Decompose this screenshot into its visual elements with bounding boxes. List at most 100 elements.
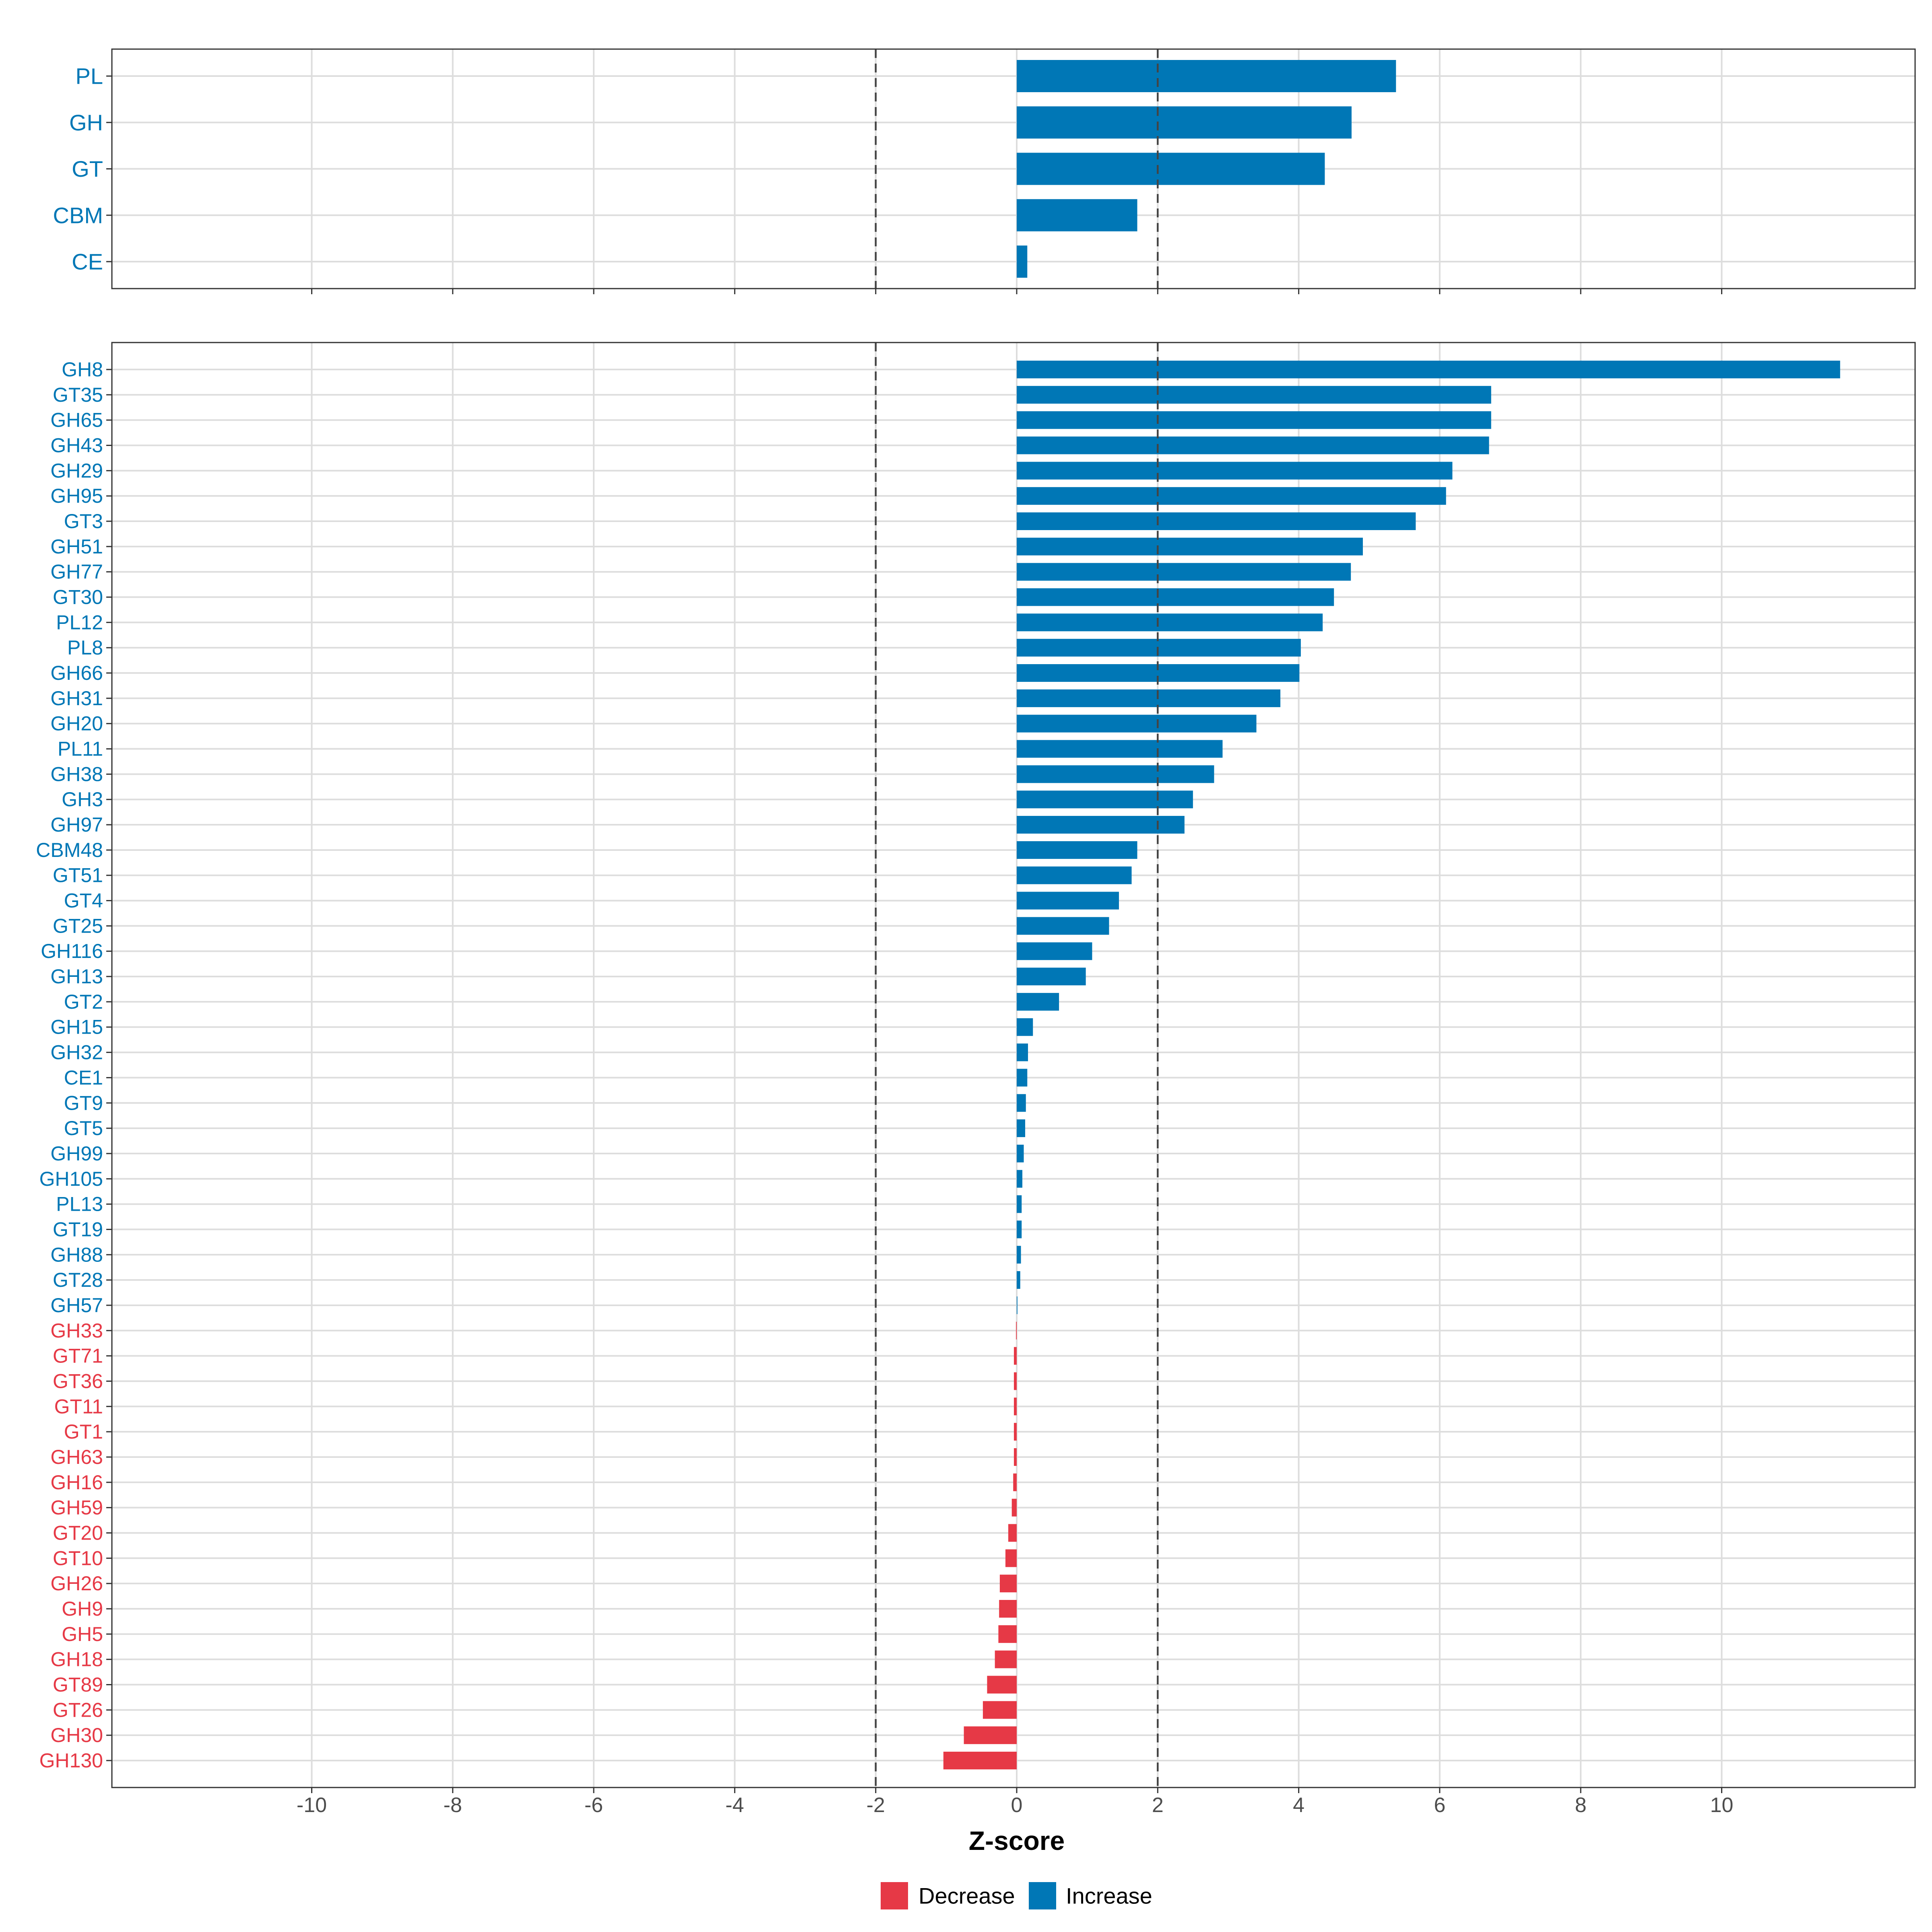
bar-gt11 [1013, 1397, 1017, 1416]
category-label: GT9 [64, 1092, 103, 1114]
category-label: GH99 [50, 1142, 103, 1165]
bar-pl [1017, 60, 1396, 92]
category-label: GT5 [64, 1117, 103, 1139]
bar-gh43 [1017, 436, 1489, 454]
category-label: GH16 [50, 1471, 103, 1494]
bar-gh38 [1017, 765, 1214, 783]
category-label: GH3 [62, 788, 103, 811]
bar-gh [1017, 106, 1352, 139]
bar-gt51 [1017, 866, 1132, 884]
bar-gh57 [1017, 1296, 1018, 1314]
category-label: GH8 [62, 358, 103, 381]
category-label: GH13 [50, 965, 103, 988]
category-label: GT26 [53, 1699, 103, 1721]
category-label: GT11 [54, 1395, 103, 1418]
category-label: GH63 [50, 1446, 103, 1468]
bar-gt10 [1005, 1549, 1017, 1567]
bar-gh9 [999, 1600, 1017, 1618]
x-axis: -10 -8 -6 -4 -2 0 2 4 6 8 10 [297, 1794, 1734, 1817]
category-label: PL8 [67, 636, 103, 659]
bar-gt3 [1017, 512, 1416, 530]
bar-gt30 [1017, 588, 1334, 606]
category-label: GH116 [41, 940, 103, 962]
category-label: GH30 [50, 1724, 103, 1746]
bar-gh15 [1017, 1018, 1033, 1036]
category-label: GH9 [62, 1598, 103, 1620]
bar-cbm [1017, 199, 1137, 231]
x-tick-label: -2 [867, 1794, 885, 1817]
bar-gh32 [1017, 1043, 1028, 1061]
category-label: GH130 [39, 1749, 103, 1772]
category-label: GH26 [50, 1572, 103, 1595]
bar-gt9 [1017, 1094, 1026, 1112]
bar-gt [1017, 153, 1325, 185]
bar-gh18 [995, 1650, 1017, 1668]
category-label: GT2 [64, 991, 103, 1013]
category-label: PL11 [58, 738, 103, 760]
bar-gh99 [1017, 1144, 1024, 1162]
category-label: GT [72, 156, 103, 182]
bar-gh13 [1017, 968, 1086, 986]
category-label: GH20 [50, 712, 103, 735]
x-tick-label: -4 [725, 1794, 744, 1817]
panel-frame [111, 342, 1916, 1788]
category-label: GH15 [50, 1016, 103, 1038]
category-label: GT25 [53, 914, 103, 937]
category-label: PL [76, 64, 103, 89]
bottom-panel: GH8GT35GH65GH43GH29GH95GT3GH51GH77GT30PL… [36, 342, 1916, 1793]
category-label: GH51 [50, 535, 103, 558]
category-label: CBM [53, 202, 103, 228]
bar-gh105 [1017, 1170, 1023, 1188]
bar-gt89 [987, 1676, 1017, 1694]
bar-gh20 [1017, 714, 1257, 733]
category-label: GT1 [64, 1420, 103, 1443]
category-label: GH33 [50, 1319, 103, 1342]
category-label: GT3 [64, 510, 103, 533]
bar-gh88 [1017, 1246, 1021, 1264]
bar-gh77 [1017, 563, 1351, 581]
bar-gt35 [1017, 386, 1491, 404]
category-label: GT19 [53, 1218, 103, 1241]
bar-gh63 [1013, 1448, 1017, 1466]
bar-gh97 [1017, 816, 1185, 834]
category-label: GH [69, 110, 103, 135]
x-tick-label: 2 [1152, 1794, 1164, 1817]
bar-gt19 [1017, 1220, 1022, 1238]
bar-gt5 [1017, 1119, 1026, 1137]
bar-gh51 [1017, 537, 1363, 555]
bar-gh130 [943, 1752, 1017, 1769]
category-label: GH32 [50, 1041, 103, 1064]
category-label: GT89 [53, 1673, 103, 1696]
category-label: GT35 [53, 384, 103, 406]
x-tick-label: -6 [584, 1794, 603, 1817]
bar-gh5 [998, 1625, 1017, 1643]
category-label: GH5 [62, 1623, 103, 1645]
bar-ce1 [1017, 1069, 1028, 1087]
bar-gh33 [1016, 1321, 1017, 1340]
bar-gh30 [964, 1726, 1017, 1744]
category-label: CE [72, 249, 103, 275]
category-label: GH31 [50, 687, 103, 710]
category-label: GH105 [39, 1168, 103, 1190]
bar-gh8 [1017, 361, 1840, 378]
category-label: GT28 [53, 1269, 103, 1291]
bar-gt28 [1017, 1271, 1020, 1289]
bar-gt4 [1017, 892, 1119, 910]
category-label: GH43 [50, 434, 103, 457]
bar-pl12 [1017, 613, 1323, 632]
x-tick-label: 8 [1575, 1794, 1587, 1817]
top-panel: PL GH GT CBM CE [53, 48, 1916, 294]
category-label: GH29 [50, 459, 103, 482]
bar-gh29 [1017, 462, 1453, 480]
bar-gh16 [1013, 1473, 1017, 1491]
category-label: GT51 [53, 864, 103, 887]
category-label: GH88 [50, 1243, 103, 1266]
category-label: GH77 [50, 561, 103, 583]
bar-gh3 [1017, 791, 1193, 809]
x-tick-label: 6 [1434, 1794, 1445, 1817]
bar-gt2 [1017, 993, 1059, 1011]
x-axis-label: Z-score [969, 1826, 1065, 1856]
category-label: GT36 [53, 1370, 103, 1392]
bar-pl8 [1017, 639, 1301, 657]
